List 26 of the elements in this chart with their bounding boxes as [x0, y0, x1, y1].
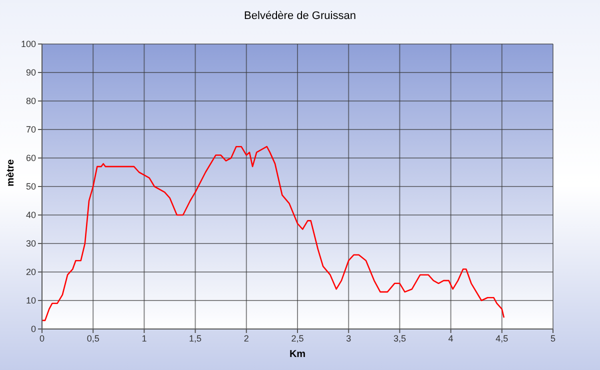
x-tick-label: 3,5 — [393, 333, 406, 344]
x-tick-label: 1,5 — [189, 333, 202, 344]
x-tick-label: 4 — [448, 333, 454, 344]
y-tick-label: 70 — [26, 124, 36, 135]
line-series — [42, 146, 505, 322]
y-tick-label: 30 — [26, 238, 36, 249]
x-tick-label: 4,5 — [496, 333, 508, 344]
y-tick-label: 50 — [26, 182, 36, 192]
y-tick-label: 10 — [26, 296, 36, 306]
y-tick-label: 100 — [20, 39, 36, 50]
y-axis-title: mètre — [6, 158, 17, 186]
y-tick-label: 80 — [26, 96, 36, 106]
x-tick-label: 3 — [346, 333, 352, 344]
y-tick-label: 90 — [26, 68, 36, 78]
x-tick-label: 1 — [142, 333, 147, 344]
x-axis-title: Km — [289, 349, 306, 360]
x-tick-label: 2 — [244, 333, 249, 344]
x-tick-label: 0,5 — [86, 333, 100, 344]
y-tick-label: 40 — [26, 210, 36, 220]
y-tick-label: 0 — [30, 324, 36, 334]
x-tick-label: 0 — [39, 333, 45, 344]
chart-title: Belvédère de Gruissan — [243, 10, 357, 22]
y-tick-label: 20 — [26, 267, 36, 278]
x-tick-label: 5 — [550, 333, 556, 344]
x-tick-label: 2,5 — [291, 333, 304, 344]
y-tick-label: 60 — [26, 153, 36, 164]
